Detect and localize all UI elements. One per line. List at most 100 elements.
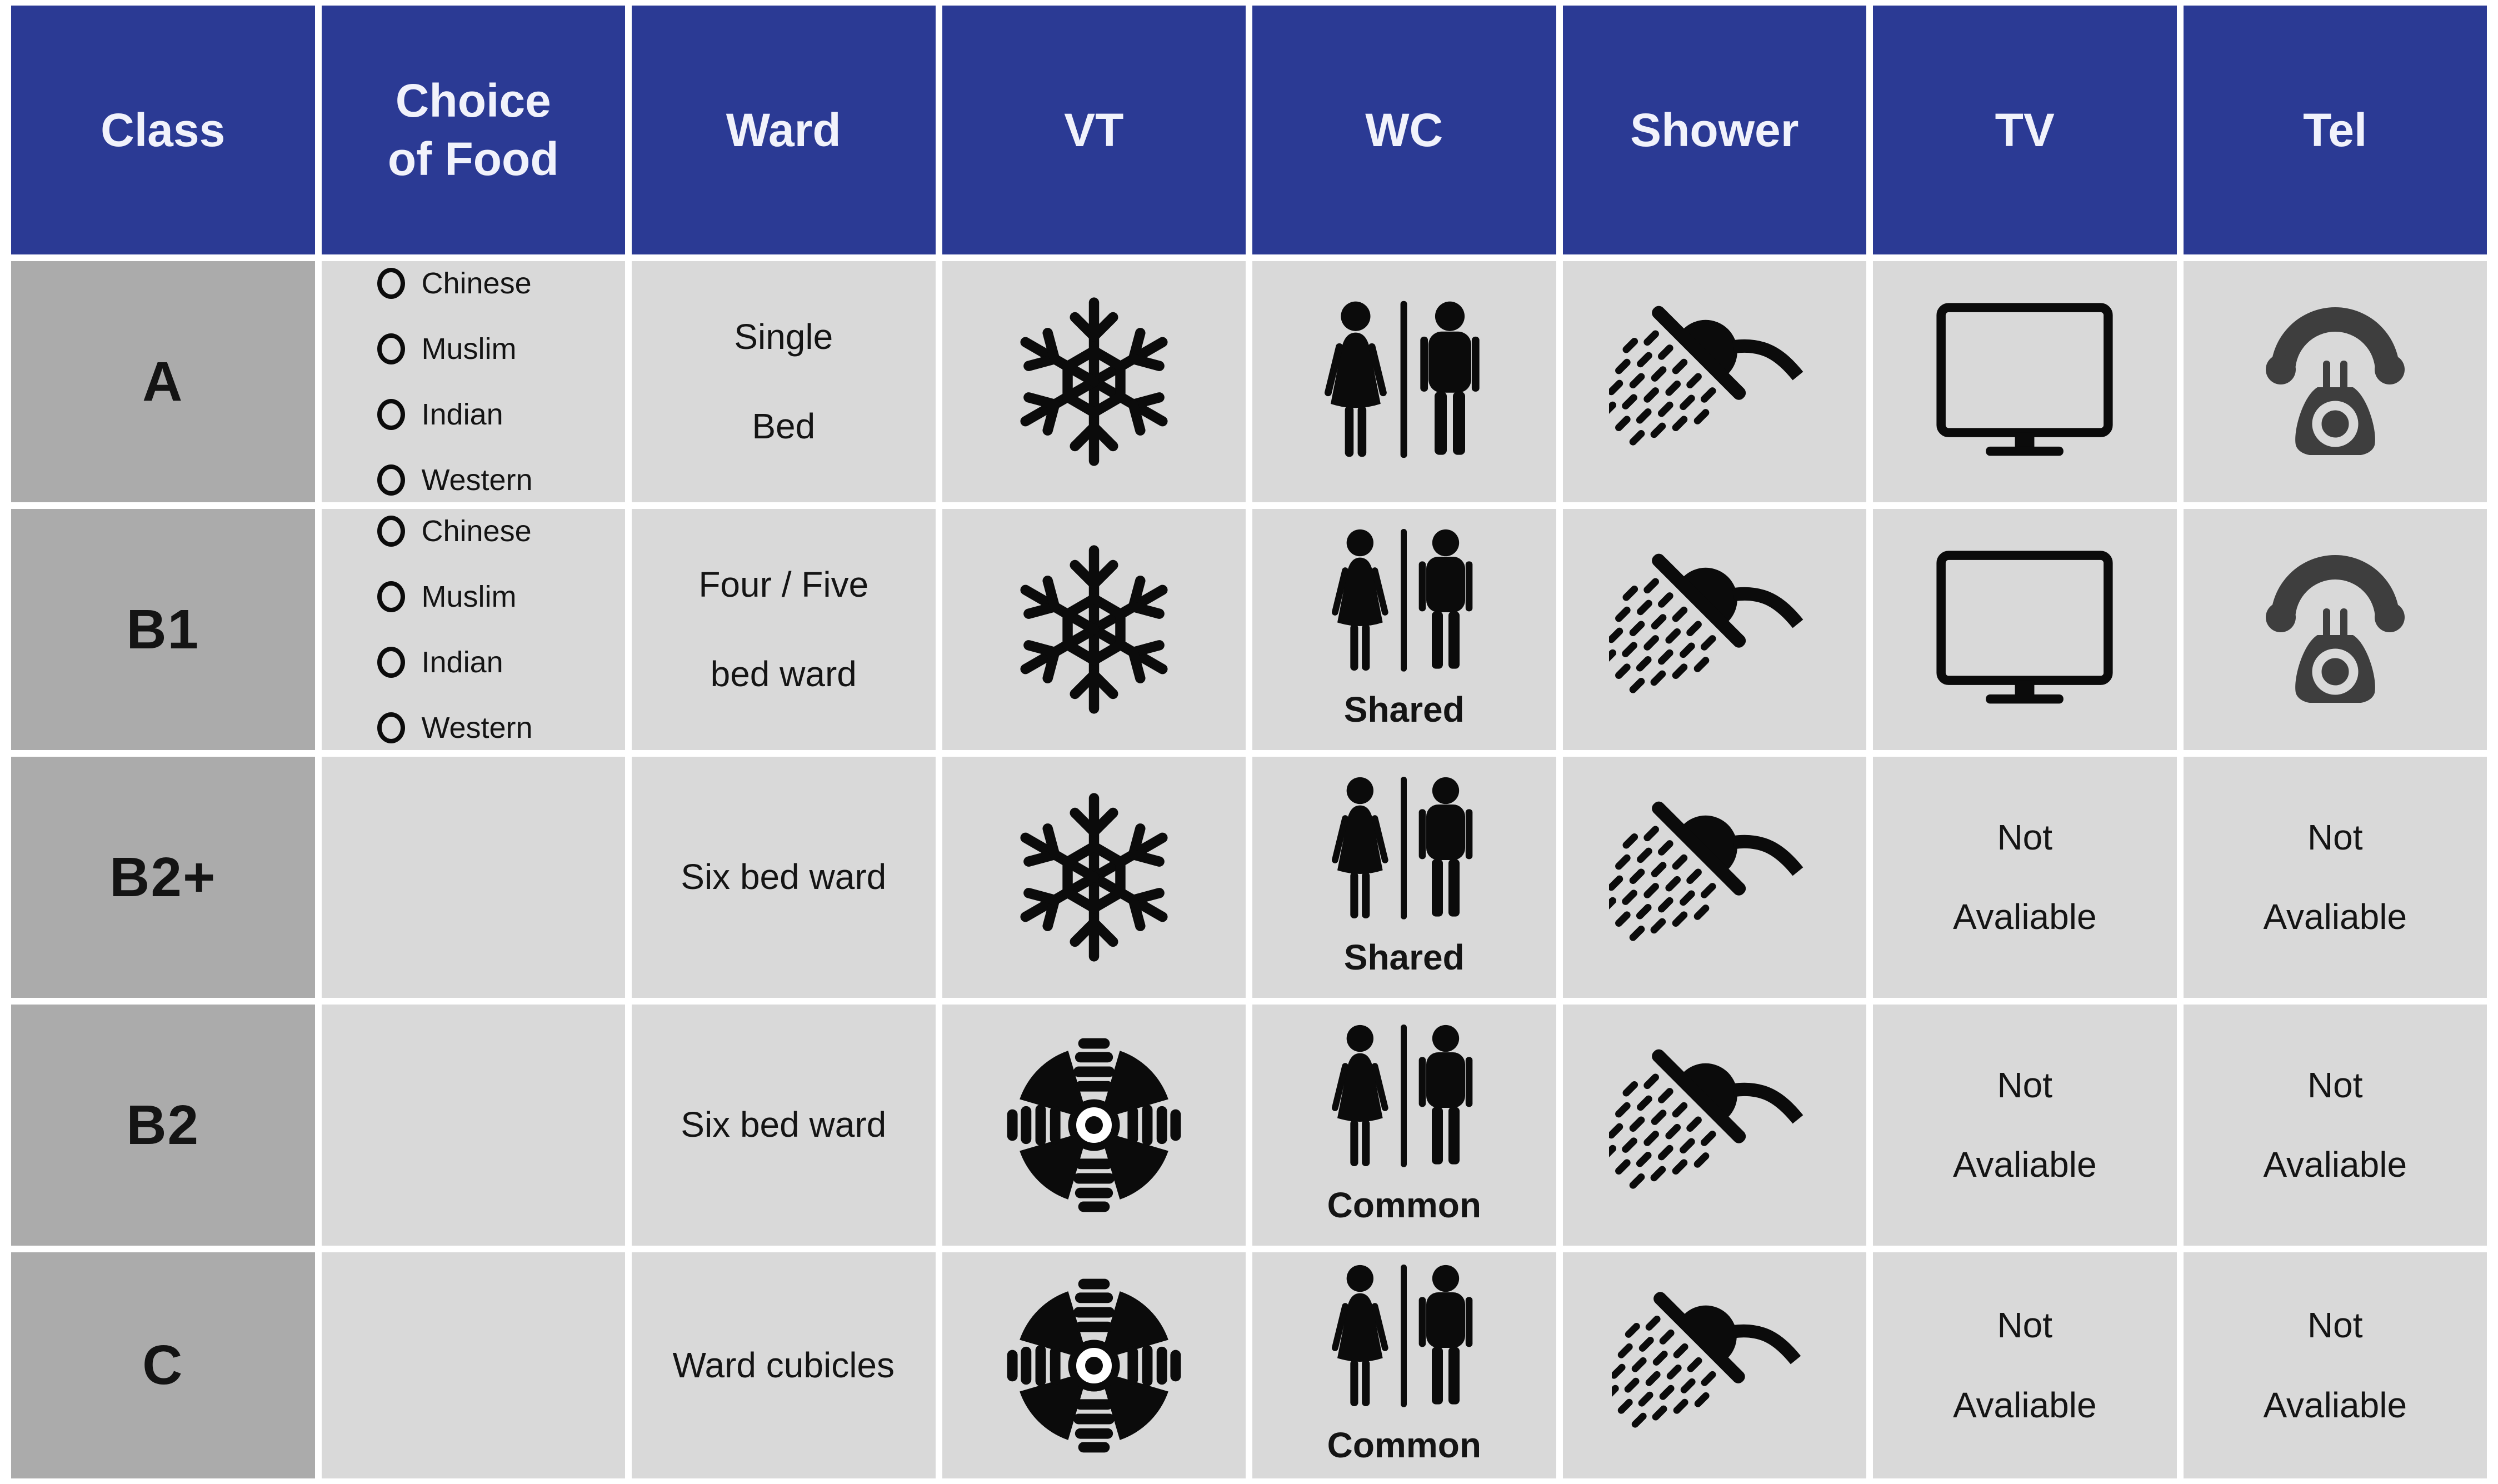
tv-cell-a	[1873, 261, 2177, 502]
tel-availability-text: Not	[2307, 1305, 2363, 1346]
food-option-label: Muslim	[421, 332, 517, 366]
tv-cell-b2: Not Avaliable	[1873, 1005, 2177, 1246]
tel-availability-text: Avaliable	[2263, 1145, 2407, 1185]
food-option-label: Chinese	[421, 514, 532, 548]
wc-cell-c: Common	[1252, 1252, 1556, 1478]
shower-cell-c	[1562, 1252, 1866, 1478]
tel-availability-text: Avaliable	[2263, 897, 2407, 937]
wc-figures-icon	[1312, 298, 1496, 466]
radio-icon[interactable]	[377, 712, 405, 744]
wc-figures-icon	[1321, 1022, 1487, 1175]
radio-icon[interactable]	[377, 333, 405, 364]
tv-icon	[1933, 301, 2116, 463]
food-option[interactable]: Chinese	[377, 512, 532, 551]
column-header-label: Tel	[2303, 103, 2367, 156]
class-cell-c: C	[11, 1252, 315, 1478]
food-option-label: Western	[421, 711, 533, 745]
food-cell-c	[321, 1252, 625, 1478]
wc-label: Shared	[1343, 937, 1465, 977]
tel-availability-text: Not	[2307, 1065, 2363, 1105]
shower-icon	[1609, 1020, 1820, 1231]
vt-cell-a	[942, 261, 1246, 502]
column-header-label: Class	[101, 103, 226, 156]
radio-icon[interactable]	[377, 581, 405, 612]
radio-icon[interactable]	[377, 515, 405, 547]
wc-group: Shared	[1321, 526, 1487, 733]
column-header-label: WC	[1365, 103, 1443, 156]
vt-cell-b2plus	[942, 757, 1246, 998]
food-option[interactable]: Indian	[377, 395, 503, 434]
food-option[interactable]: Muslim	[377, 329, 517, 368]
tv-cell-b2plus: Not Avaliable	[1873, 757, 2177, 998]
tv-availability-text: Not	[1997, 1305, 2053, 1346]
tel-cell-b1	[2183, 509, 2487, 750]
column-header-vt: VT	[942, 6, 1246, 254]
column-header-tv: TV	[1873, 6, 2177, 254]
class-label: B2+	[109, 846, 217, 908]
tv-cell-b1	[1873, 509, 2177, 750]
tel-cell-a	[2183, 261, 2487, 502]
column-header-label: Ward	[726, 103, 841, 156]
tv-availability-text: Not	[1997, 1065, 2053, 1105]
wc-group	[1312, 298, 1496, 466]
shower-cell-a	[1562, 261, 1866, 502]
ward-cell-c: Ward cubicles	[632, 1252, 936, 1478]
ward-cell-b2: Six bed ward	[632, 1005, 936, 1246]
wc-figures-icon	[1321, 774, 1487, 927]
column-header-class: Class	[11, 6, 315, 254]
ward-text: Six bed ward	[681, 1105, 887, 1145]
telephone-icon	[2252, 298, 2419, 465]
food-option-label: Indian	[421, 398, 503, 431]
radio-icon[interactable]	[377, 267, 405, 299]
food-cell-b2	[321, 1005, 625, 1246]
food-option-label: Western	[421, 463, 533, 497]
column-header-label: TV	[1995, 103, 2055, 156]
food-option[interactable]: Western	[377, 708, 533, 747]
food-option[interactable]: Muslim	[377, 577, 517, 616]
ward-text: Six bed ward	[681, 857, 887, 897]
food-option-label: Chinese	[421, 266, 532, 300]
column-header-tel: Tel	[2183, 6, 2487, 254]
column-header-ward: Ward	[632, 6, 936, 254]
food-cell-a: Chinese Muslim Indian Western	[321, 261, 625, 502]
class-cell-b2plus: B2+	[11, 757, 315, 998]
class-label: B1	[126, 598, 200, 661]
shower-icon	[1612, 1263, 1817, 1468]
tel-cell-c: Not Avaliable	[2183, 1252, 2487, 1478]
ward-text: Ward cubicles	[672, 1345, 895, 1385]
vt-cell-b1	[942, 509, 1246, 750]
food-option[interactable]: Indian	[377, 643, 503, 682]
telephone-icon	[2252, 546, 2419, 713]
wc-label: Common	[1327, 1425, 1481, 1466]
shower-cell-b2	[1562, 1005, 1866, 1246]
column-header-label: VT	[1064, 103, 1124, 156]
class-cell-a: A	[11, 261, 315, 502]
wc-group: Shared	[1321, 774, 1487, 981]
wc-group: Common	[1321, 1022, 1487, 1228]
tv-availability-text: Avaliable	[1952, 1145, 2097, 1185]
ward-text: bed ward	[710, 654, 857, 694]
wc-group: Common	[1321, 1262, 1487, 1468]
tv-availability-text: Not	[1997, 817, 2053, 857]
food-option[interactable]: Chinese	[377, 264, 532, 303]
food-option-label: Muslim	[421, 579, 517, 613]
tv-availability-text: Avaliable	[1952, 1385, 2097, 1425]
shower-icon	[1609, 276, 1820, 487]
ward-cell-b1: Four / Five bed ward	[632, 509, 936, 750]
tel-availability-text: Avaliable	[2263, 1385, 2407, 1425]
class-label: B2	[126, 1093, 200, 1156]
column-header-choice-of-food: Choice of Food	[321, 6, 625, 254]
food-option[interactable]: Western	[377, 461, 533, 499]
shower-icon	[1609, 772, 1820, 983]
wc-figures-icon	[1321, 1262, 1487, 1415]
food-cell-b1: Chinese Muslim Indian Western	[321, 509, 625, 750]
radio-icon[interactable]	[377, 647, 405, 678]
food-cell-b2plus	[321, 757, 625, 998]
radio-icon[interactable]	[377, 399, 405, 431]
snowflake-icon	[1013, 538, 1175, 721]
wc-label: Shared	[1343, 689, 1465, 729]
snowflake-icon	[1013, 786, 1175, 969]
column-header-label: Shower	[1630, 103, 1799, 156]
radio-icon[interactable]	[377, 464, 405, 496]
